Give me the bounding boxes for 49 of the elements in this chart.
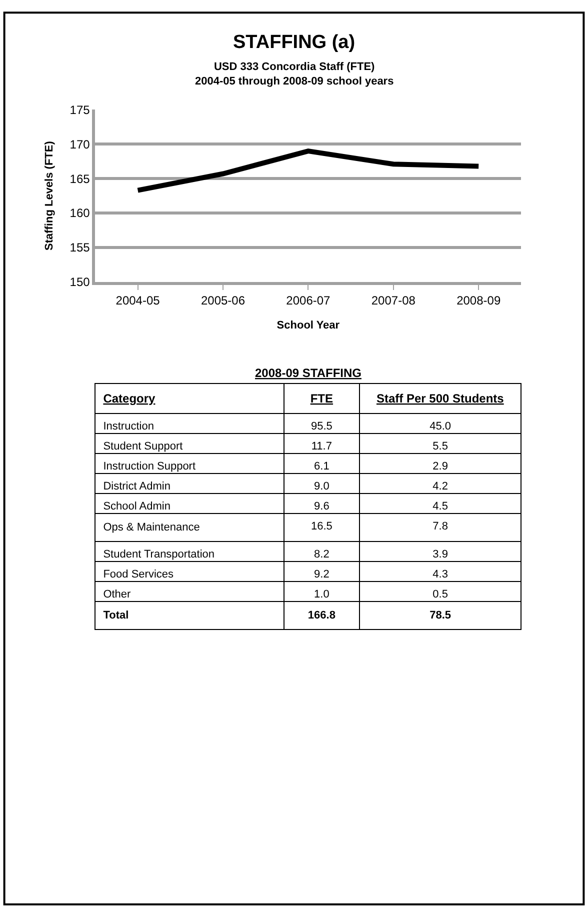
x-tick-label: 2006-07 — [286, 293, 331, 308]
data-label: 9.6 — [314, 500, 330, 513]
y-tick-label: 170 — [70, 137, 90, 152]
category-label: Other — [103, 588, 132, 601]
x-tick-label: 2005-06 — [200, 293, 246, 308]
y-tick-label: 175 — [70, 102, 90, 117]
category-label: Ops & Maintenance — [103, 521, 200, 534]
y-tick-label: 160 — [70, 206, 90, 220]
y-tick-label: 165 — [70, 172, 90, 186]
data-label: 11.7 — [311, 440, 332, 453]
data-label: 4.5 — [432, 500, 448, 513]
x-axis-title: School Year — [276, 320, 340, 332]
data-label: 6.1 — [314, 460, 330, 473]
data-label: 78.5 — [430, 609, 452, 622]
category-label: Food Services — [103, 568, 174, 581]
text: 2008-09 STAFFING — [255, 366, 362, 380]
data-label: 4.2 — [432, 480, 448, 493]
data-label: 95.5 — [310, 420, 332, 433]
data-label: 7.8 — [432, 520, 448, 533]
data-label: 166.8 — [308, 609, 336, 622]
chart-title: STAFFING (a) — [233, 32, 356, 53]
category-label: Student Transportation — [103, 548, 214, 561]
x-tick-label: 2008-09 — [456, 293, 501, 308]
data-label: 5.5 — [432, 440, 448, 453]
y-tick-label: 155 — [70, 240, 90, 255]
x-tick-label: 2007-08 — [371, 293, 416, 308]
data-label: 4.3 — [432, 568, 448, 581]
chart-subtitle: USD 333 Concordia Staff (FTE) 2004-05 through 2008-09 school years — [195, 61, 394, 88]
category-label: Instruction — [103, 420, 154, 433]
category-label: Instruction Support — [103, 460, 196, 473]
data-label: 2.9 — [432, 460, 448, 473]
data-label: 9.2 — [314, 568, 330, 581]
y-tick-label: 150 — [70, 275, 90, 290]
y-axis-title: Staffing Levels (FTE) — [43, 140, 56, 251]
data-label: 0.5 — [432, 588, 448, 601]
data-label: 9.0 — [314, 480, 330, 493]
category-label: School Admin — [103, 500, 170, 513]
series-label: Staff Per 500 Students — [376, 391, 504, 406]
category-label: District Admin — [103, 480, 170, 493]
x-tick-label: 2004-05 — [116, 293, 160, 308]
text: FTE — [310, 391, 334, 406]
data-label: 16.5 — [310, 520, 332, 533]
text: Category — [103, 391, 156, 406]
data-label: 8.2 — [314, 548, 330, 561]
data-label: 45.0 — [430, 420, 452, 433]
data-label: 3.9 — [432, 548, 448, 561]
data-label: 1.0 — [314, 588, 330, 601]
category-label: Student Support — [103, 440, 183, 453]
category-label: Total — [103, 609, 129, 622]
